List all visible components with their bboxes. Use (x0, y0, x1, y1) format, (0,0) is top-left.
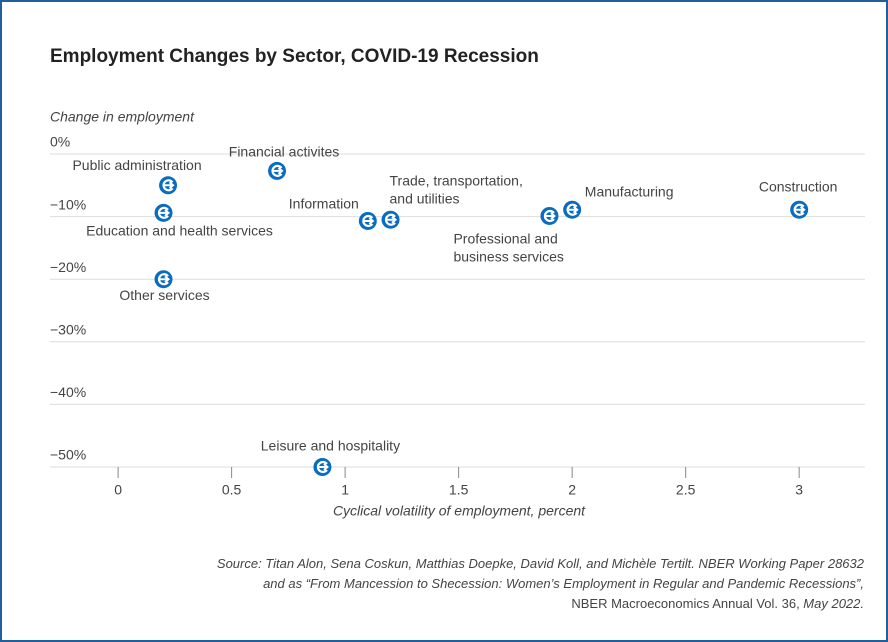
marker-icon (545, 212, 556, 220)
y-tick-label: −30% (50, 322, 86, 338)
marker-icon (568, 205, 579, 214)
y-tick-label: −50% (50, 447, 86, 463)
point-label: Manufacturing (585, 183, 674, 199)
marker-icon (387, 215, 398, 224)
point (154, 203, 173, 222)
y-tick-label: −40% (50, 384, 86, 400)
x-axis-label: Cyclical volatility of employment, perce… (333, 503, 586, 519)
marker-icon (273, 167, 284, 175)
y-tick-label: 0% (50, 134, 70, 150)
point-label: Information (289, 196, 359, 212)
point-label: Other services (119, 287, 209, 303)
x-tick-label: 1 (341, 482, 349, 498)
marker-icon (160, 209, 171, 217)
marker-icon (160, 275, 171, 283)
marker-icon (362, 214, 374, 228)
x-tick-label: 1.5 (449, 482, 469, 498)
source-part: May 2022. (803, 596, 864, 611)
marker-icon (318, 463, 329, 471)
marker-icon (384, 213, 396, 226)
point-label: Trade, transportation, (390, 172, 523, 188)
point-label: and utilities (390, 190, 460, 206)
source-part: and as “From Mancession to Shecession: W… (263, 576, 864, 591)
point-label: business services (453, 249, 563, 265)
source-line: and as “From Mancession to Shecession: W… (263, 576, 864, 591)
point (268, 161, 287, 180)
chart-title: Employment Changes by Sector, COVID-19 R… (50, 46, 539, 67)
point (563, 200, 582, 219)
point (381, 210, 400, 229)
marker-icon (162, 179, 174, 192)
point-label: Education and health services (86, 223, 273, 239)
marker-icon (157, 273, 169, 286)
marker-icon (793, 203, 805, 216)
source-line: NBER Macroeconomics Annual Vol. 36, May … (571, 596, 864, 611)
marker-icon (316, 460, 328, 474)
source-part: Source: Titan Alon, Sena Coskun, Matthia… (217, 556, 865, 571)
x-tick-label: 0 (114, 482, 122, 498)
point (159, 176, 178, 195)
marker-icon (566, 203, 578, 216)
y-tick-label: −10% (50, 196, 86, 212)
point (313, 458, 332, 476)
marker-icon (795, 205, 806, 214)
source-part: NBER Macroeconomics Annual Vol. 36, (571, 596, 803, 611)
point-label: Financial activites (229, 144, 340, 160)
point-label: Professional and (453, 231, 557, 247)
marker-icon (157, 206, 169, 219)
point (358, 211, 377, 230)
marker-icon (271, 164, 283, 177)
point-label: Public administration (72, 157, 201, 173)
x-tick-label: 3 (795, 482, 803, 498)
x-tick-label: 0.5 (222, 482, 242, 498)
y-tick-label: −20% (50, 259, 86, 275)
x-tick-label: 2 (568, 482, 576, 498)
point (790, 200, 809, 219)
point (540, 206, 559, 225)
x-tick-label: 2.5 (676, 482, 696, 498)
marker-icon (543, 209, 555, 223)
marker-icon (364, 217, 375, 225)
point (154, 270, 173, 289)
y-axis-label: Change in employment (50, 109, 195, 125)
point-label: Leisure and hospitality (261, 438, 400, 454)
marker-icon (164, 181, 175, 190)
source-line: Source: Titan Alon, Sena Coskun, Matthia… (217, 556, 865, 571)
point-label: Construction (759, 178, 838, 194)
